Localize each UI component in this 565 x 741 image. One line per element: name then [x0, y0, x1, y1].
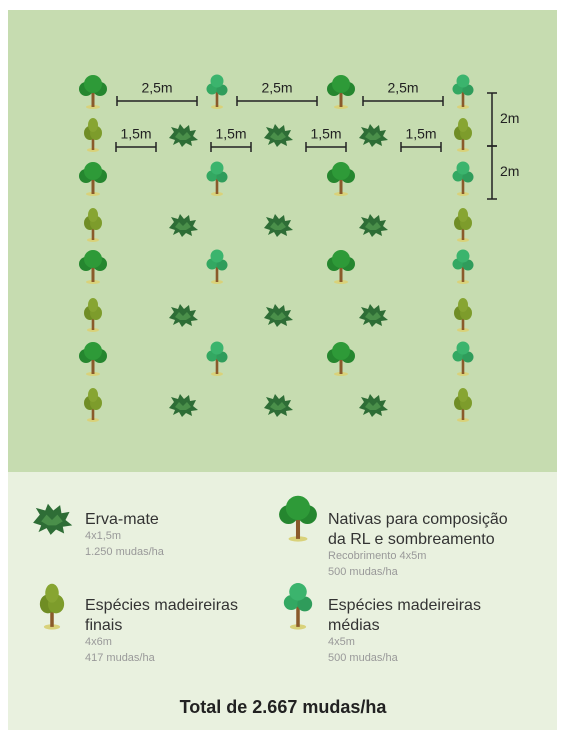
legend-detail: 1.250 mudas/ha — [85, 546, 165, 558]
legend-detail: 4x6m — [85, 636, 112, 648]
legend-detail: 417 mudas/ha — [85, 652, 156, 664]
dim-label: 1,5m — [310, 126, 341, 142]
dim-label: 2m — [500, 110, 519, 126]
legend-detail: 500 mudas/ha — [328, 566, 399, 578]
legend-title: finais — [85, 617, 122, 634]
dim-label: 1,5m — [120, 126, 151, 142]
dim-label: 2,5m — [387, 80, 418, 96]
legend-title: médias — [328, 617, 380, 634]
dim-label: 2,5m — [141, 80, 172, 96]
legend-detail: 4x1,5m — [85, 530, 121, 542]
dim-label: 2,5m — [261, 80, 292, 96]
dim-label: 1,5m — [215, 126, 246, 142]
legend-title: Nativas para composição — [328, 511, 508, 528]
legend-title: Espécies madeireiras — [328, 597, 481, 614]
dim-label: 2m — [500, 163, 519, 179]
legend-title: da RL e sombreamento — [328, 531, 495, 548]
legend-title: Erva-mate — [85, 511, 159, 528]
legend-detail: 500 mudas/ha — [328, 652, 399, 664]
legend-title: Espécies madeireiras — [85, 597, 238, 614]
legend-detail: Recobrimento 4x5m — [328, 550, 426, 562]
total: Total de 2.667 mudas/ha — [180, 697, 388, 717]
infographic: Total de 2.667 mudas/ha 2,5m 2,5m 2,5m 1,5m… — [0, 0, 565, 736]
legend-detail: 4x5m — [328, 636, 355, 648]
dim-label: 1,5m — [405, 126, 436, 142]
